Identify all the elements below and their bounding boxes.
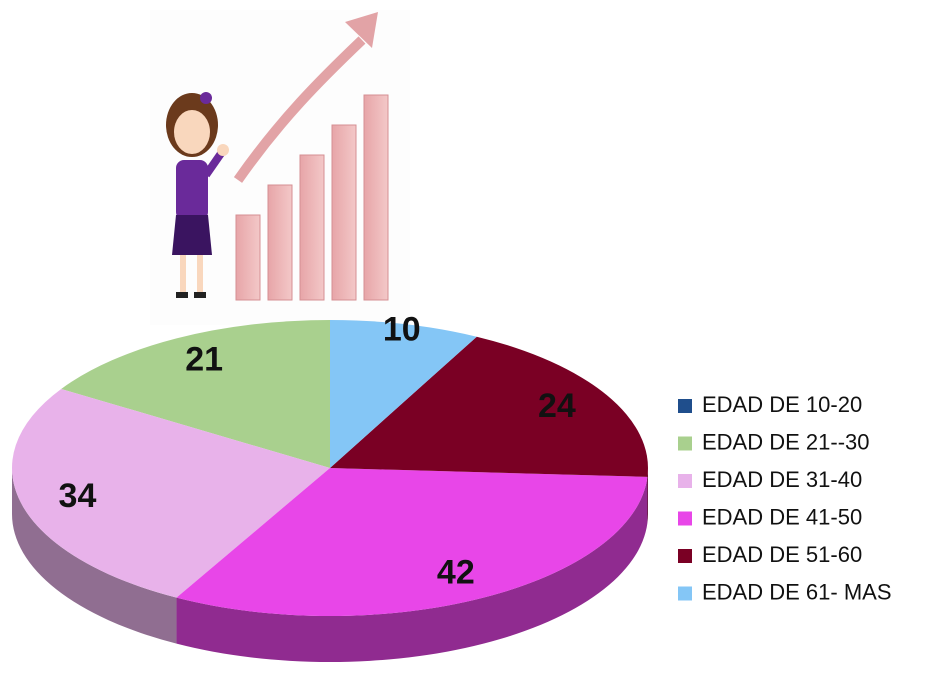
legend-swatch (678, 399, 692, 413)
legend-swatch (678, 549, 692, 563)
legend-label: EDAD DE 41-50 (702, 504, 862, 529)
legend-label: EDAD DE 31-40 (702, 467, 862, 492)
data-label: 21 (185, 341, 223, 379)
data-label: 24 (538, 387, 576, 425)
legend-label: EDAD DE 21--30 (702, 429, 870, 454)
legend-swatch (678, 587, 692, 601)
legend-label: EDAD DE 10-20 (702, 392, 862, 417)
illustration (150, 10, 410, 325)
data-label: 10 (383, 310, 421, 348)
data-label: 42 (437, 553, 475, 591)
legend: EDAD DE 10-20 EDAD DE 21--30 EDAD DE 31-40… (678, 392, 892, 605)
chart: 2134422410 EDAD DE 10-20EDAD DE 21--30ED… (0, 0, 930, 685)
legend-swatch (678, 437, 692, 451)
legend-label: EDAD DE 51-60 (702, 542, 862, 567)
pie: 21 34 42 24 10 (12, 310, 648, 662)
data-label: 34 (59, 477, 97, 515)
slice-side (647, 468, 648, 523)
legend-label: EDAD DE 61- MAS (702, 579, 892, 604)
legend-swatch (678, 512, 692, 526)
legend-swatch (678, 474, 692, 488)
